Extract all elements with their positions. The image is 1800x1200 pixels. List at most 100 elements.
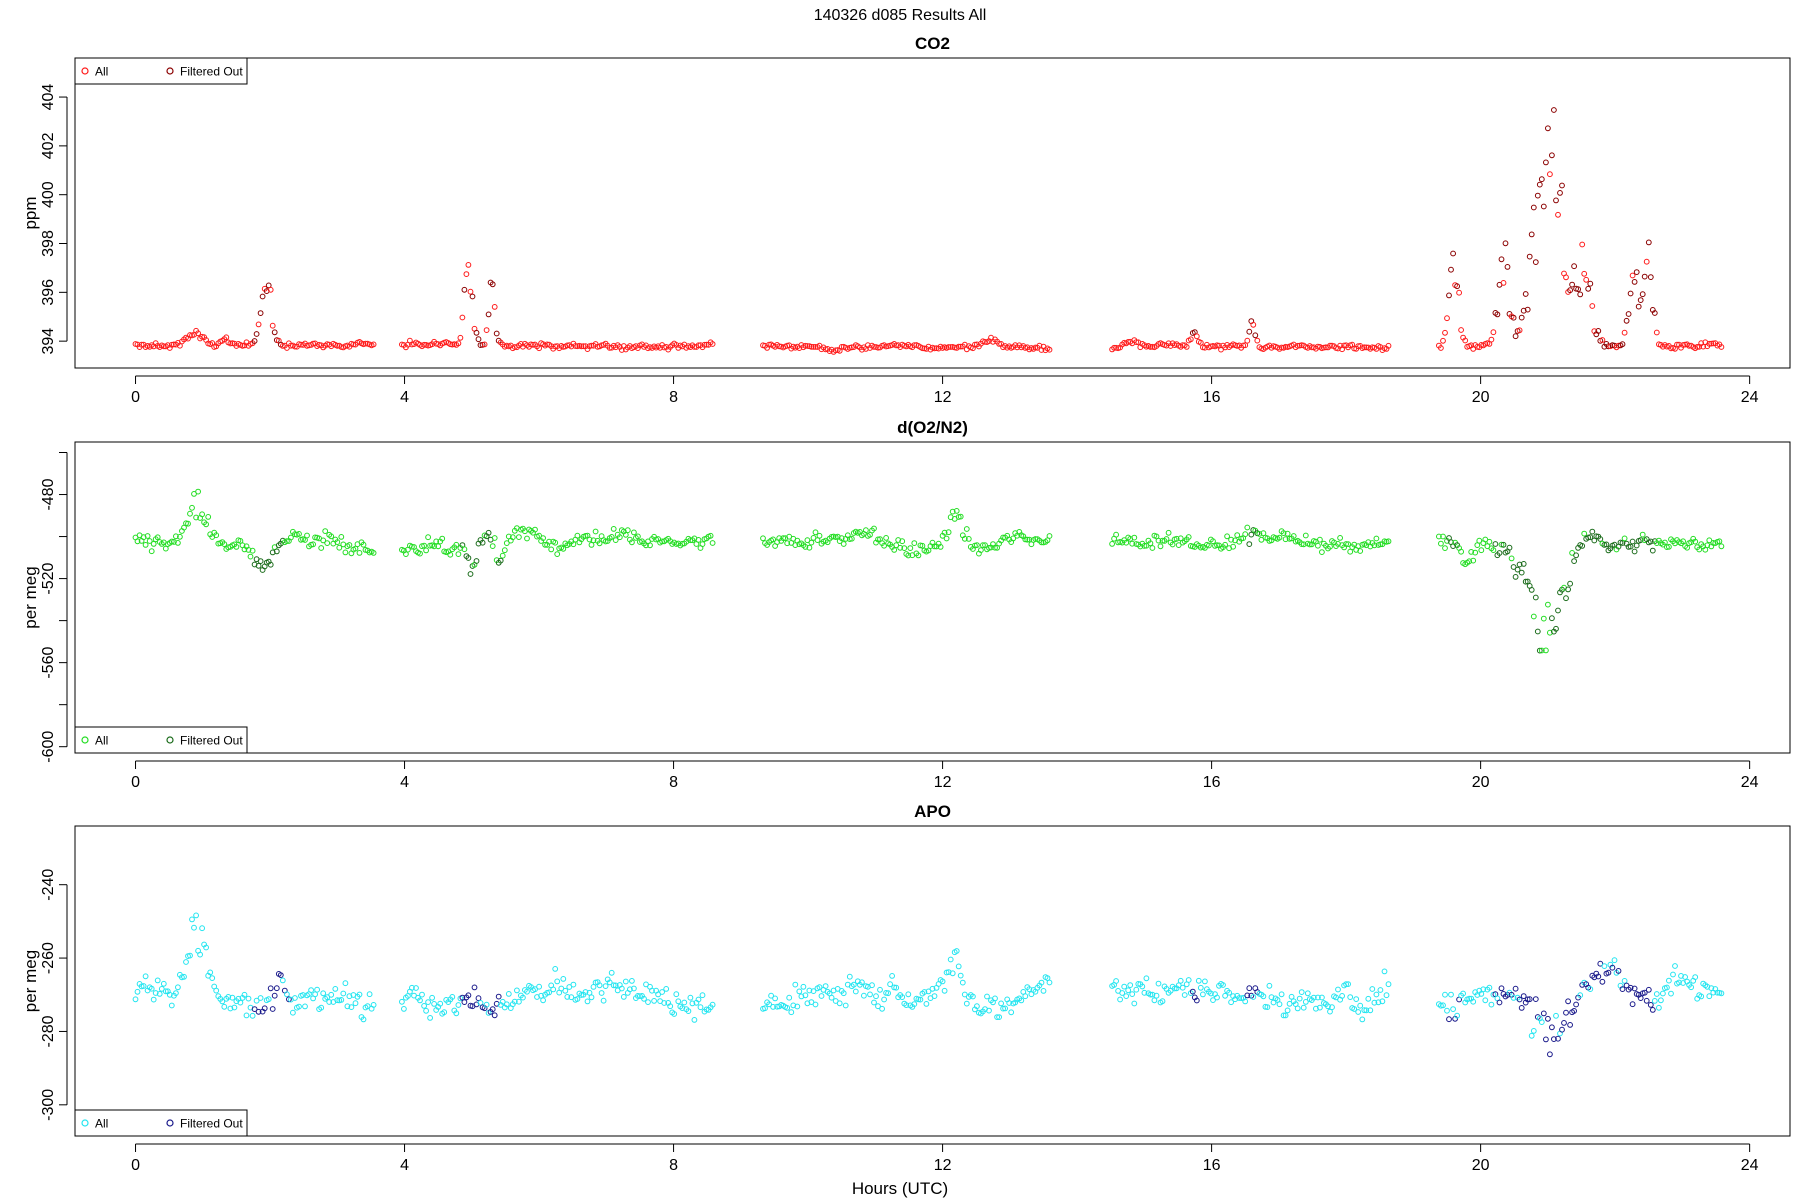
all-point xyxy=(213,987,220,994)
filtered-point xyxy=(1520,307,1527,314)
all-point xyxy=(370,550,377,556)
all-point xyxy=(1302,999,1309,1005)
all-point xyxy=(931,543,938,550)
filtered-point xyxy=(1559,1026,1565,1033)
all-point xyxy=(152,990,159,996)
filtered-point xyxy=(473,329,480,336)
all-point xyxy=(554,978,561,985)
all-point xyxy=(441,1009,448,1016)
all-point xyxy=(572,343,579,349)
x-tick-label: 4 xyxy=(400,1157,409,1174)
all-point xyxy=(635,993,641,999)
all-point xyxy=(425,999,432,1005)
all-point xyxy=(1131,534,1138,541)
all-point xyxy=(538,992,544,999)
all-point xyxy=(808,999,815,1005)
all-point xyxy=(231,1004,238,1011)
all-point xyxy=(1589,303,1596,309)
all-point xyxy=(431,1001,438,1007)
filtered-point xyxy=(1522,578,1529,585)
all-point xyxy=(1377,541,1384,548)
figure-x-axis-label: Hours (UTC) xyxy=(852,1179,948,1198)
all-point xyxy=(1008,1009,1015,1016)
all-point xyxy=(596,982,603,989)
all-point xyxy=(1040,988,1047,994)
all-point xyxy=(871,999,877,1006)
all-point xyxy=(1000,1005,1006,1012)
all-point xyxy=(540,997,546,1004)
all-point xyxy=(1706,537,1713,544)
all-point xyxy=(947,956,954,963)
all-point xyxy=(1547,629,1553,636)
filtered-point xyxy=(1645,239,1652,246)
all-point xyxy=(1185,977,1192,983)
all-point xyxy=(574,532,581,539)
all-point xyxy=(279,977,286,984)
filtered-point xyxy=(1637,297,1644,304)
all-point xyxy=(195,330,202,337)
all-point xyxy=(584,998,591,1005)
all-point xyxy=(1228,999,1234,1006)
all-point xyxy=(1200,991,1206,998)
all-point xyxy=(429,994,436,1001)
all-point xyxy=(1347,548,1354,555)
all-point xyxy=(673,991,680,998)
all-point xyxy=(1141,543,1148,549)
all-point xyxy=(1710,540,1717,546)
all-point xyxy=(1674,341,1680,348)
all-point xyxy=(1373,991,1380,998)
filtered-point xyxy=(1540,1010,1547,1017)
filtered-point xyxy=(1575,286,1581,293)
all-point xyxy=(1157,543,1164,550)
all-point xyxy=(1528,1032,1535,1039)
all-point xyxy=(1599,337,1606,343)
all-point xyxy=(314,986,321,993)
all-point xyxy=(637,993,643,999)
all-point xyxy=(334,539,341,545)
all-point xyxy=(1371,999,1378,1006)
all-point xyxy=(1147,540,1154,547)
filtered-point xyxy=(1498,256,1505,263)
all-point xyxy=(846,973,853,980)
all-point xyxy=(1466,995,1473,1002)
all-point xyxy=(423,547,430,554)
all-point xyxy=(150,996,157,1003)
all-point xyxy=(300,992,306,998)
all-point xyxy=(1510,995,1517,1001)
all-point xyxy=(413,985,419,991)
all-point xyxy=(1538,1019,1545,1025)
all-point xyxy=(689,1000,696,1007)
all-point xyxy=(838,344,845,350)
all-point xyxy=(1222,992,1228,999)
all-point xyxy=(1284,1007,1291,1014)
all-point xyxy=(455,1002,462,1008)
all-point xyxy=(1363,1007,1370,1014)
all-point xyxy=(509,534,516,541)
all-point xyxy=(911,1001,918,1007)
all-point xyxy=(1365,995,1372,1002)
x-tick-label: 8 xyxy=(669,774,678,791)
filtered-point xyxy=(1543,1036,1549,1043)
all-point xyxy=(580,343,587,350)
all-point xyxy=(505,991,512,997)
all-point xyxy=(189,504,195,511)
x-tick-label: 24 xyxy=(1741,774,1759,791)
filtered-point xyxy=(1500,541,1507,548)
all-point xyxy=(1319,994,1325,1001)
filtered-point xyxy=(253,331,260,337)
filtered-point xyxy=(1619,341,1626,348)
all-point xyxy=(1240,342,1247,349)
all-point xyxy=(1470,998,1477,1005)
all-point xyxy=(1222,541,1228,548)
filtered-point xyxy=(1627,984,1634,991)
all-point xyxy=(1022,993,1029,1000)
x-tick-label: 24 xyxy=(1741,1157,1759,1174)
all-point xyxy=(1038,979,1045,986)
all-point xyxy=(629,978,635,984)
all-point xyxy=(227,1005,234,1012)
all-point xyxy=(298,341,304,348)
all-point xyxy=(290,1009,296,1016)
y-tick-label: -560 xyxy=(40,647,57,679)
filtered-point xyxy=(1549,152,1555,159)
all-point xyxy=(1577,992,1584,999)
